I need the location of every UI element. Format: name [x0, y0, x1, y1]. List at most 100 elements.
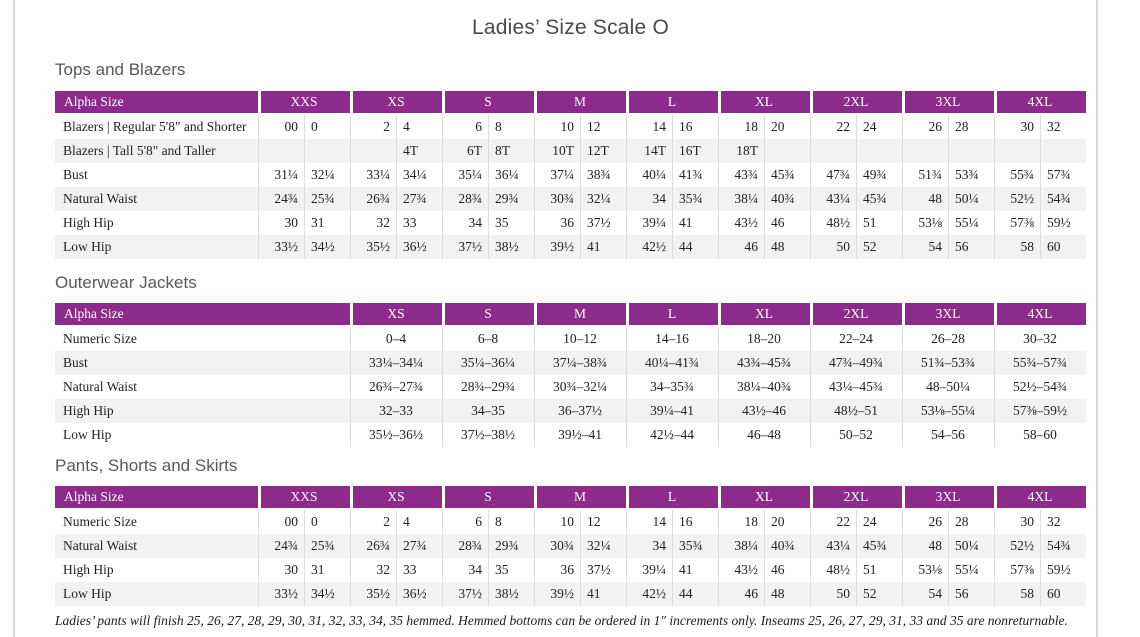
- size-header-3xl: 3XL: [902, 303, 994, 325]
- value-cell: 43¼: [810, 534, 856, 558]
- value-cell: 32¼: [304, 163, 350, 187]
- page-right-edge: [1096, 0, 1098, 637]
- value-cell: 18–20: [718, 327, 810, 351]
- value-cell: 51¾: [902, 163, 948, 187]
- size-header-xl: XL: [718, 91, 810, 113]
- value-cell: 22: [810, 115, 856, 139]
- value-cell: 35½–36½: [350, 423, 442, 447]
- value-cell: 30: [258, 558, 304, 582]
- row-label: Numeric Size: [63, 514, 137, 529]
- value-cell: 37½–38½: [442, 423, 534, 447]
- value-cell: 50¼: [948, 534, 994, 558]
- value-cell: 34–35¾: [626, 375, 718, 399]
- value-cell: 32–33: [350, 399, 442, 423]
- section-heading-tops-and-blazers: Tops and Blazers: [55, 60, 186, 79]
- row-label: Numeric Size: [63, 331, 137, 346]
- value-cell: 38¾: [580, 163, 626, 187]
- value-cell: 20: [764, 510, 810, 534]
- value-cell: 4: [396, 115, 442, 139]
- value-cell: [764, 139, 810, 163]
- size-header-s: S: [442, 303, 534, 325]
- value-cell: 40¾: [764, 187, 810, 211]
- value-cell: 38¼: [718, 187, 764, 211]
- value-cell: 34: [626, 187, 672, 211]
- value-cell: 39¼: [626, 211, 672, 235]
- value-cell: 37½: [580, 211, 626, 235]
- value-cell: 28: [948, 510, 994, 534]
- value-cell: 6: [442, 510, 488, 534]
- size-header-l: L: [626, 91, 718, 113]
- value-cell: 30–32: [994, 327, 1086, 351]
- value-cell: 8T: [488, 139, 534, 163]
- tops-and-blazers-table: Alpha Size XXS XS S M L XL 2XL 3XL 4XL Blazers | …: [55, 91, 1086, 259]
- value-cell: 35: [488, 558, 534, 582]
- value-cell: 38½: [488, 582, 534, 606]
- value-cell: 10: [534, 510, 580, 534]
- value-cell: 39½: [534, 235, 580, 259]
- value-cell: 59½: [1040, 558, 1086, 582]
- value-cell: 12: [580, 115, 626, 139]
- value-cell: 53¾: [948, 163, 994, 187]
- size-header-s: S: [442, 91, 534, 113]
- value-cell: 40¼–41¾: [626, 351, 718, 375]
- alpha-size-header-cell: Alpha Size: [55, 91, 258, 113]
- row-label: Blazers | Regular 5'8" and Shorter: [63, 119, 247, 134]
- tops-table-body: Blazers | Regular 5'8" and Shorter 00 0 2 4 6…: [55, 115, 1086, 259]
- value-cell: 0–4: [350, 327, 442, 351]
- value-cell: 24¾: [258, 534, 304, 558]
- row-label: Bust: [55, 351, 350, 375]
- value-cell: 2: [350, 510, 396, 534]
- row-label: Natural Waist: [55, 187, 258, 211]
- value-cell: 41: [580, 582, 626, 606]
- row-label: Low Hip: [55, 235, 258, 259]
- value-cell: 34: [442, 558, 488, 582]
- value-cell: 22: [810, 510, 856, 534]
- size-header-2xl: 2XL: [810, 486, 902, 508]
- value-cell: 28¾: [442, 534, 488, 558]
- value-cell: 18: [718, 510, 764, 534]
- value-cell: 8: [488, 510, 534, 534]
- value-cell: 35¾: [672, 187, 718, 211]
- value-cell: 60: [1040, 235, 1086, 259]
- value-cell: 33: [396, 558, 442, 582]
- value-cell: 50: [810, 235, 856, 259]
- value-cell: 48: [764, 582, 810, 606]
- row-label: Bust: [63, 167, 88, 182]
- value-cell: 33¼–34¼: [350, 351, 442, 375]
- value-cell: 6–8: [442, 327, 534, 351]
- value-cell: 14: [626, 510, 672, 534]
- value-cell: [304, 139, 350, 163]
- value-cell: 18: [718, 115, 764, 139]
- value-cell: 34¼: [396, 163, 442, 187]
- value-cell: 16: [672, 510, 718, 534]
- value-cell: [258, 139, 304, 163]
- value-cell: 34½: [304, 235, 350, 259]
- value-cell: 52: [856, 582, 902, 606]
- size-header-3xl: 3XL: [902, 486, 994, 508]
- size-header-xs: XS: [350, 486, 442, 508]
- value-cell: 43¾–45¾: [718, 351, 810, 375]
- value-cell: 14–16: [626, 327, 718, 351]
- value-cell: 0: [304, 510, 350, 534]
- value-cell: 00: [258, 115, 304, 139]
- value-cell: 16: [672, 115, 718, 139]
- value-cell: 31¼: [258, 163, 304, 187]
- page-title: Ladies’ Size Scale O: [472, 16, 669, 39]
- value-cell: 00: [258, 510, 304, 534]
- value-cell: 27¾: [396, 187, 442, 211]
- row-label: Low Hip: [55, 582, 258, 606]
- value-cell: 25¾: [304, 534, 350, 558]
- value-cell: 30¾: [534, 187, 580, 211]
- size-header-m: M: [534, 486, 626, 508]
- value-cell: 2: [350, 115, 396, 139]
- value-cell: 53⅛–55¼: [902, 399, 994, 423]
- value-cell: 42½: [626, 235, 672, 259]
- value-cell: 22–24: [810, 327, 902, 351]
- value-cell: 52½: [994, 534, 1040, 558]
- value-cell: 30¾–32¼: [534, 375, 626, 399]
- size-header-s: S: [442, 486, 534, 508]
- value-cell: 35¾: [672, 534, 718, 558]
- value-cell: 33½: [258, 235, 304, 259]
- value-cell: 54¾: [1040, 187, 1086, 211]
